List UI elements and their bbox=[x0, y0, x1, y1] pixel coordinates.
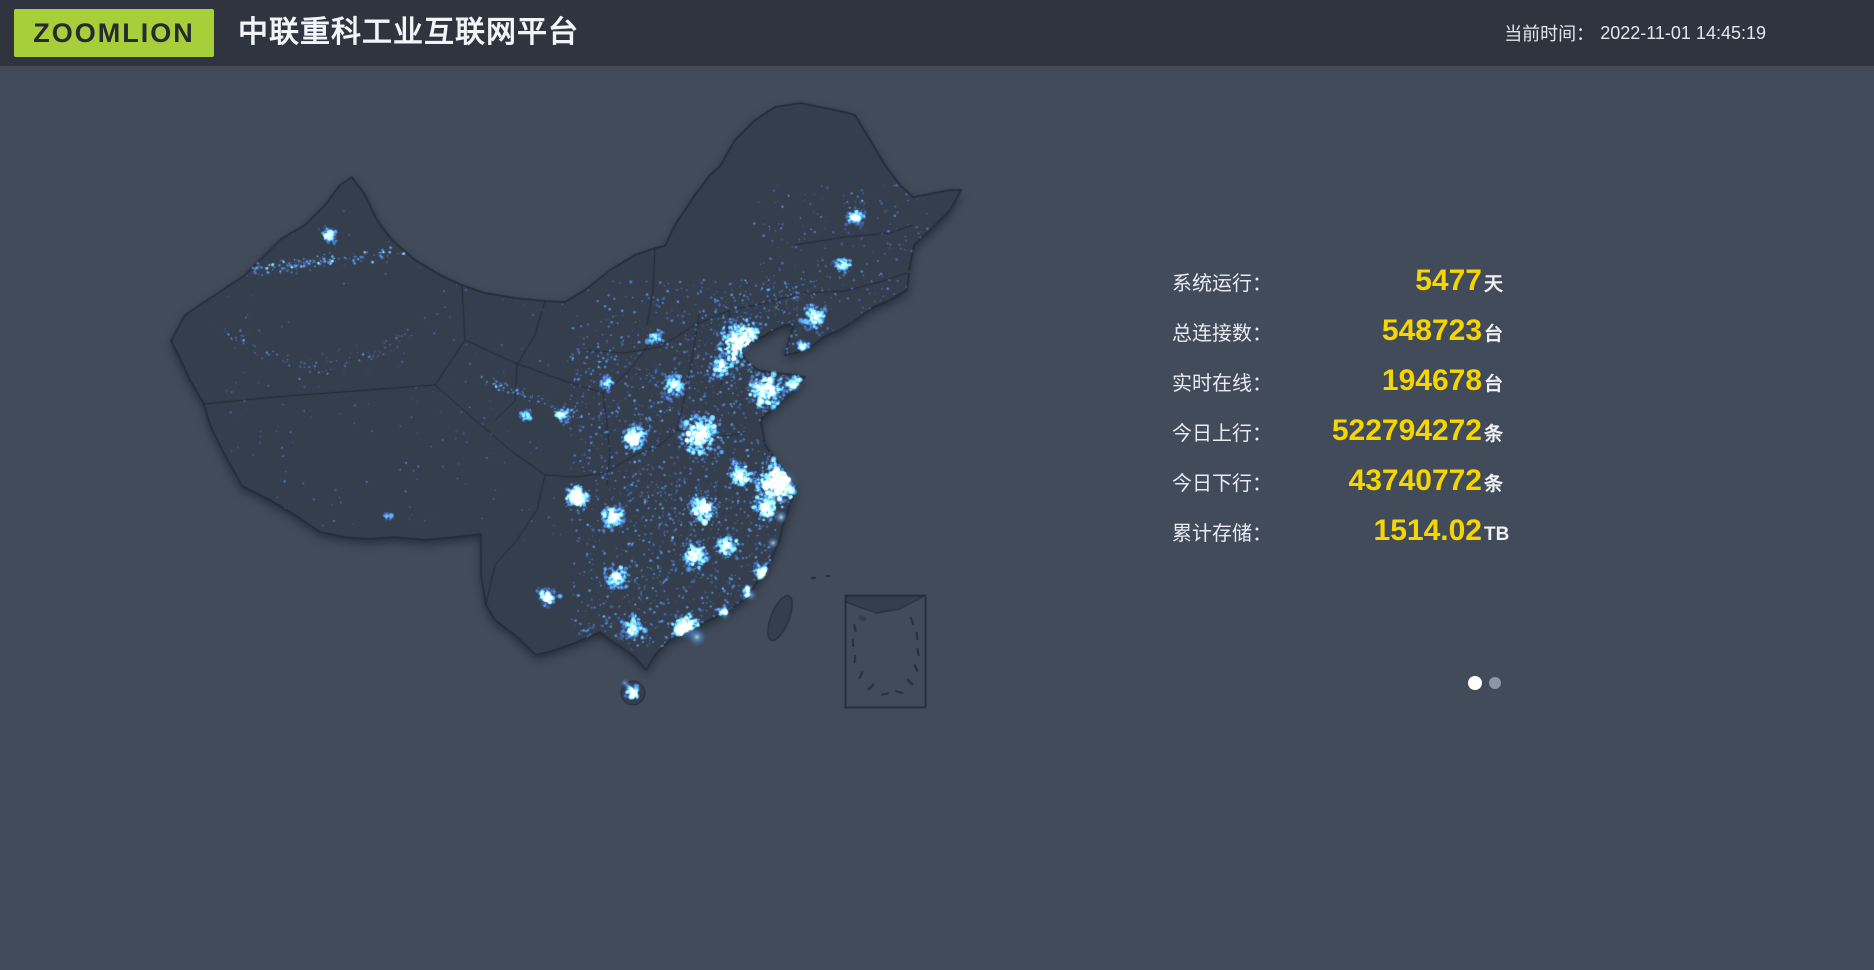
stat-value: 5477 bbox=[1415, 264, 1482, 297]
page-title: 中联重科工业互联网平台 bbox=[238, 16, 579, 49]
current-time: 当前时间： 2022-11-01 14:45:19 bbox=[1504, 0, 1766, 66]
stat-value: 522794272 bbox=[1331, 414, 1482, 447]
stat-unit: 天 bbox=[1484, 274, 1504, 295]
stat-label: 累计存储： bbox=[1172, 523, 1272, 545]
stat-value: 548723 bbox=[1381, 314, 1482, 347]
stat-row-uptime: 系统运行： 5477 天 bbox=[1100, 264, 1530, 314]
stat-unit: 台 bbox=[1484, 374, 1504, 395]
stat-row-uplink-today: 今日上行： 522794272 条 bbox=[1100, 414, 1530, 464]
stat-unit: 台 bbox=[1484, 324, 1504, 345]
stat-label: 今日上行： bbox=[1172, 423, 1272, 445]
stat-row-online-now: 实时在线： 194678 台 bbox=[1100, 364, 1530, 414]
stat-value: 1514.02 bbox=[1373, 514, 1482, 547]
logo-text: ZOOMLION bbox=[33, 17, 195, 48]
stat-label: 总连接数： bbox=[1172, 323, 1272, 345]
carousel-pager bbox=[1468, 676, 1501, 690]
stat-unit: 条 bbox=[1484, 474, 1504, 495]
stat-row-downlink-today: 今日下行： 43740772 条 bbox=[1100, 464, 1530, 514]
stat-value: 43740772 bbox=[1348, 464, 1482, 497]
stat-unit: TB bbox=[1484, 524, 1510, 545]
time-label: 当前时间： bbox=[1504, 24, 1595, 44]
stat-label: 今日下行： bbox=[1172, 473, 1272, 495]
zoomlion-logo: ZOOMLION bbox=[14, 9, 214, 57]
stat-unit: 条 bbox=[1484, 424, 1504, 445]
stat-value: 194678 bbox=[1381, 364, 1482, 397]
pager-dot-2[interactable] bbox=[1489, 677, 1501, 689]
stats-panel: 系统运行： 5477 天 总连接数： 548723 台 实时在线： 194678… bbox=[1100, 264, 1530, 564]
stat-row-total-storage: 累计存储： 1514.02 TB bbox=[1100, 514, 1530, 564]
china-device-density-map bbox=[155, 85, 975, 715]
stat-label: 系统运行： bbox=[1172, 273, 1272, 295]
time-value: 2022-11-01 14:45:19 bbox=[1600, 22, 1766, 43]
pager-dot-1[interactable] bbox=[1468, 676, 1482, 690]
stat-label: 实时在线： bbox=[1172, 373, 1272, 395]
header: ZOOMLION 中联重科工业互联网平台 当前时间： 2022-11-01 14… bbox=[0, 0, 1874, 66]
stat-row-total-connections: 总连接数： 548723 台 bbox=[1100, 314, 1530, 364]
